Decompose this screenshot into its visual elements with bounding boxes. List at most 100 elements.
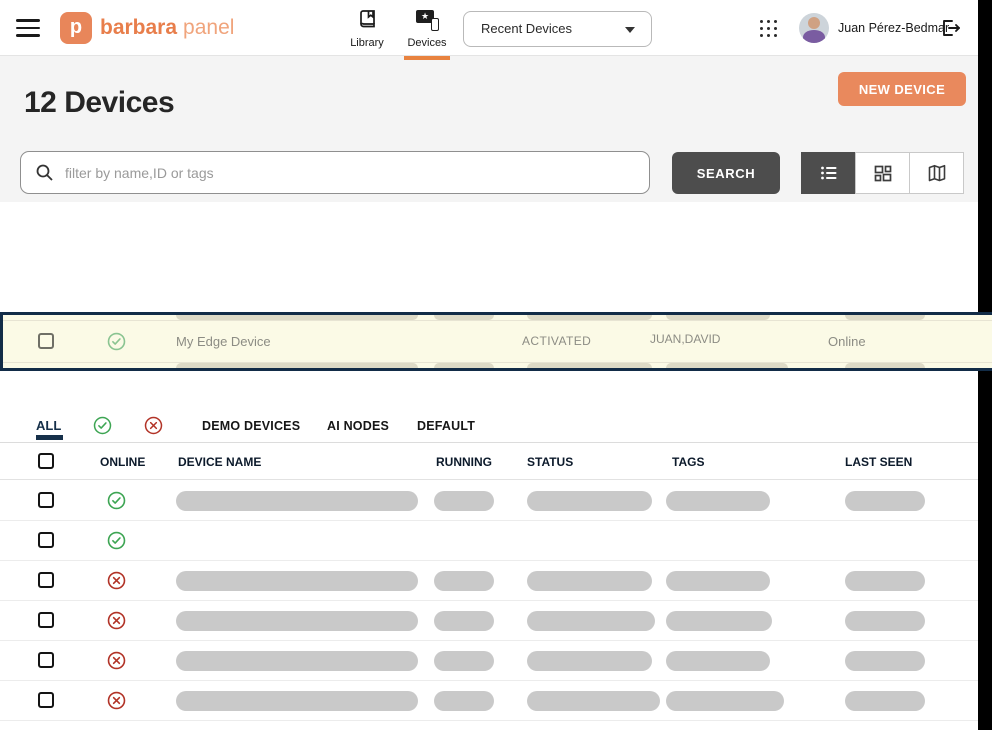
skeleton-pill [527,611,655,631]
apps-grid-icon[interactable] [760,20,778,38]
table-row[interactable] [0,721,978,730]
skeleton-fragment [845,363,925,368]
grid-view-button[interactable] [855,152,910,194]
skeleton-pill [845,691,925,711]
recent-devices-value: Recent Devices [481,21,573,36]
row-checkbox[interactable] [38,612,54,628]
library-icon [360,10,375,28]
table-row[interactable] [0,601,978,641]
online-status-icon [107,332,126,356]
tab-offline-filter[interactable] [144,416,163,440]
skeleton-pill [666,571,770,591]
device-name-text: My Edge Device [176,334,271,349]
chevron-down-icon [625,27,635,33]
table-row[interactable] [0,681,978,721]
recent-devices-select[interactable]: Recent Devices [463,11,652,47]
map-view-button[interactable] [909,152,964,194]
table-header: ONLINE DEVICE NAME RUNNING STATUS TAGS L… [0,444,978,480]
col-online: ONLINE [100,455,146,469]
skeleton-fragment [176,315,418,320]
nav-library[interactable]: Library [342,7,392,56]
skeleton-pill [434,611,494,631]
row-checkbox[interactable] [38,532,54,548]
skeleton-pill [434,691,494,711]
map-view-icon [928,164,945,182]
tab-default[interactable]: DEFAULT [417,419,476,433]
skeleton-fragment [176,363,418,368]
devices-card: ALL DEMO DEVICES AI NODES DEFAULT ONLINE… [0,202,978,730]
view-mode-toggle [801,152,964,194]
skeleton-pill [176,691,418,711]
new-device-button[interactable]: NEW DEVICE [838,72,966,106]
row-checkbox[interactable] [38,692,54,708]
list-view-icon [820,166,836,180]
skeleton-pill [845,491,925,511]
phone-glyph [431,18,439,31]
nav-devices[interactable]: ★ Devices [402,7,452,60]
select-all-checkbox[interactable] [38,453,54,469]
last-seen-text: Online [828,334,866,349]
list-view-button[interactable] [801,152,856,194]
skeleton-pill [434,651,494,671]
logout-icon[interactable] [938,16,962,45]
tabs-divider [0,442,978,443]
tags-text: JUAN,DAVID [650,332,721,346]
avatar-body [803,30,825,43]
highlighted-row-content: My Edge Device ACTIVATED JUAN,DAVID Onli… [3,321,992,362]
col-tags: TAGS [672,455,705,469]
nav-library-label: Library [350,37,384,49]
skeleton-fragment [527,363,652,368]
skeleton-pill [176,491,418,511]
avatar[interactable] [799,13,829,43]
skeleton-pill [845,571,925,591]
brand-logo: p [60,12,92,44]
search-field-wrap [20,151,650,194]
tab-ai-nodes[interactable]: AI NODES [327,419,390,433]
offline-status-icon [107,571,126,595]
col-last-seen: LAST SEEN [845,455,913,469]
active-tab-underline [36,435,63,440]
skeleton-pill [176,571,418,591]
table-row[interactable] [0,481,978,521]
skeleton-pill [666,691,784,711]
col-status: STATUS [527,455,574,469]
tab-all[interactable]: ALL [36,418,62,433]
skeleton-pill [434,491,494,511]
row-checkbox[interactable] [38,492,54,508]
skeleton-fragment [666,363,788,368]
page-title: 12 Devices [24,86,175,119]
table-row[interactable] [0,521,978,561]
offline-status-icon [107,691,126,715]
col-device-name: DEVICE NAME [178,455,262,469]
table-row[interactable] [0,561,978,601]
skeleton-pill [666,651,770,671]
top-header: p barbara panel Library ★ Devices Recent … [0,0,978,60]
search-input[interactable] [20,151,650,194]
offline-status-icon [107,651,126,675]
row-checkbox[interactable] [38,333,54,349]
skeleton-pill [527,691,660,711]
highlighted-row[interactable]: My Edge Device ACTIVATED JUAN,DAVID Onli… [0,312,992,371]
skeleton-pill [176,611,418,631]
skeleton-pill [845,611,925,631]
table-body: PM [0,481,978,730]
online-status-icon [107,531,126,555]
skeleton-fragment [527,315,652,320]
monitor-star-glyph: ★ [416,10,434,23]
nav-devices-label: Devices [407,37,447,49]
search-button[interactable]: SEARCH [672,152,780,194]
tab-online-filter[interactable] [93,416,112,440]
row-checkbox[interactable] [38,652,54,668]
skeleton-fragment [666,315,770,320]
skeleton-pill [666,491,770,511]
menu-icon[interactable] [16,19,40,37]
offline-status-icon [107,611,126,635]
status-text: ACTIVATED [522,334,592,348]
devices-icon: ★ [415,7,439,31]
grid-view-icon [874,165,891,182]
online-status-icon [107,491,126,515]
tab-demo-devices[interactable]: DEMO DEVICES [202,419,301,433]
table-row[interactable] [0,641,978,681]
row-checkbox[interactable] [38,572,54,588]
skeleton-fragment [434,315,494,320]
